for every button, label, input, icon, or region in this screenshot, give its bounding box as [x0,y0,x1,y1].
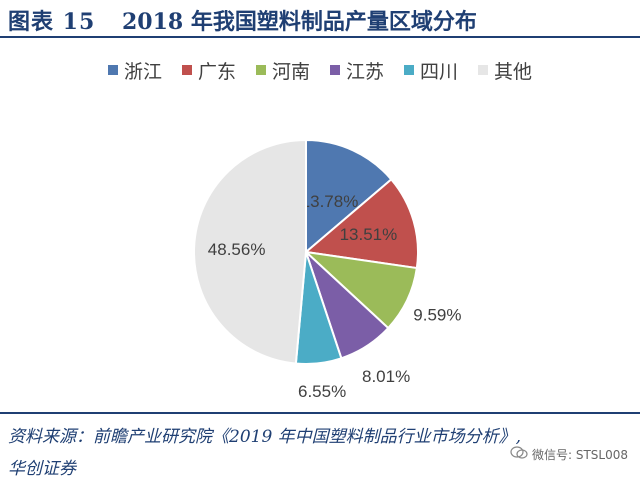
legend-swatch [255,65,266,75]
data-label: 8.01% [362,367,410,386]
legend-item: 河南 [255,57,310,84]
data-label: 9.59% [413,306,461,325]
data-label: 48.56% [208,240,266,259]
legend-label: 河南 [271,60,310,83]
figure-label: 图表 15 [8,9,96,35]
legend-item: 四川 [404,57,458,84]
data-label: 13.78% [301,192,359,211]
pie-chart: 13.78% 13.51% 9.59% 8.01% 6.55% 48.56% [193,138,462,401]
legend-label: 其他 [494,60,533,83]
chart-legend: 浙江 广东 河南 江苏 四川 其他 [0,56,640,84]
source-note: 资料来源：前瞻产业研究院《2019 年中国塑料制品行业市场分析》, 华创证券 [0,412,640,483]
legend-label: 江苏 [346,60,385,83]
pie-slice [303,178,419,270]
legend-item: 浙江 [107,57,162,84]
legend-swatch [330,65,340,75]
legend-label: 四川 [420,60,459,83]
pie-slice [193,138,307,365]
legend-label: 广东 [197,60,236,83]
legend-swatch [478,65,489,75]
legend-item: 其他 [478,57,532,84]
legend-swatch [404,65,415,75]
source-line-1: 资料来源：前瞻产业研究院《2019 年中国塑料制品行业市场分析》, [8,427,522,447]
legend-swatch [107,65,118,75]
chart-title: 2018 年我国塑料制品产量区域分布 [122,9,477,35]
legend-label: 浙江 [123,60,162,83]
legend-swatch [181,65,192,75]
legend-item: 江苏 [330,57,384,84]
wechat-icon [510,446,528,463]
watermark-text: 微信号: STSL008 [531,448,628,462]
data-label: 6.55% [298,382,346,401]
figure-header: 图表 15 2018 年我国塑料制品产量区域分布 [0,0,640,38]
wechat-watermark: 微信号: STSL008 [510,446,628,463]
source-line-2: 华创证券 [8,459,76,479]
pie-slice [305,138,393,255]
data-label: 13.51% [340,225,398,244]
legend-item: 广东 [181,57,236,84]
